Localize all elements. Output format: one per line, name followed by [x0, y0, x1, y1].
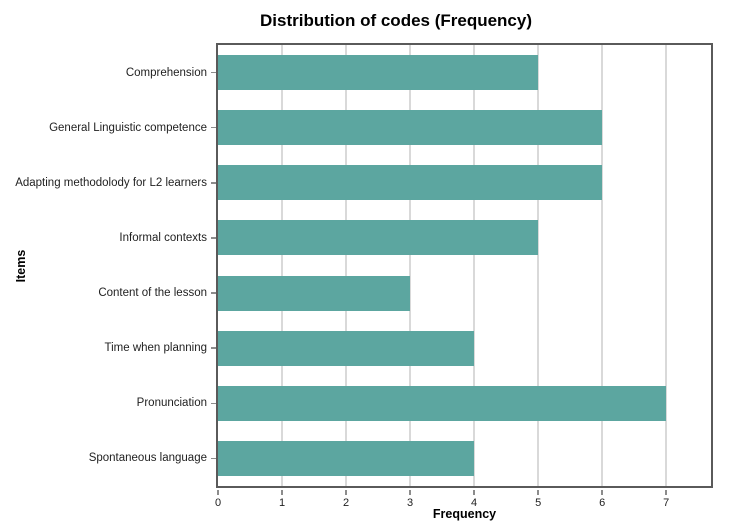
category-label: Adapting methodolody for L2 learners — [15, 176, 207, 189]
category-label: Informal contexts — [119, 231, 207, 244]
gridline — [601, 45, 603, 486]
y-tick-mark — [211, 292, 216, 294]
gridline — [665, 45, 667, 486]
category-row: Comprehension — [0, 45, 216, 100]
category-label: Time when planning — [104, 342, 208, 355]
bar — [218, 55, 539, 91]
category-label: Spontaneous language — [88, 452, 207, 465]
category-label: Comprehension — [125, 66, 207, 79]
bar — [218, 330, 475, 366]
x-tick-label: 5 — [535, 497, 542, 509]
x-tick-mark — [409, 490, 411, 495]
y-tick-mark — [211, 126, 216, 129]
x-axis-title: Frequency — [432, 507, 497, 521]
category-label: Pronunciation — [136, 397, 207, 410]
y-axis-labels: Comprehension General Linguistic competen… — [0, 45, 216, 486]
x-tick-mark — [601, 490, 603, 495]
y-tick-mark — [211, 71, 216, 74]
x-tick-label: 7 — [663, 497, 670, 509]
bar — [218, 110, 603, 146]
x-tick-label: 3 — [407, 497, 414, 509]
category-row: Content of the lesson — [0, 266, 216, 321]
category-row: Time when planning — [0, 321, 216, 376]
x-tick-label: 0 — [214, 497, 222, 509]
category-label: Content of the lesson — [98, 287, 207, 300]
gridline — [473, 45, 475, 486]
category-row: Pronunciation — [0, 376, 216, 431]
x-tick-mark — [217, 490, 219, 495]
category-row: General Linguistic competence — [0, 100, 216, 155]
chart-title: Distribution of codes (Frequency) — [259, 11, 533, 30]
gridline — [281, 45, 283, 486]
x-tick-label: 6 — [599, 497, 606, 509]
y-tick-mark — [211, 237, 216, 239]
bar — [218, 165, 603, 201]
gridline — [345, 45, 347, 486]
gridline — [537, 45, 539, 486]
y-tick-mark — [211, 347, 216, 349]
plot-area — [216, 43, 713, 488]
y-tick-mark — [211, 182, 216, 184]
bar — [218, 275, 411, 311]
x-tick-mark — [281, 490, 283, 495]
category-row: Spontaneous language — [0, 431, 216, 486]
x-tick-label: 4 — [471, 497, 478, 509]
category-label: General Linguistic competence — [49, 121, 207, 134]
x-tick-mark — [537, 490, 539, 495]
gridline — [409, 45, 411, 486]
y-tick-mark — [211, 457, 216, 460]
bar — [218, 440, 475, 476]
x-axis-ticks: 0 1 2 3 4 5 6 7 — [215, 490, 713, 528]
category-row: Adapting methodolody for L2 learners — [0, 155, 216, 210]
x-tick-mark — [473, 490, 475, 495]
x-tick-mark — [345, 490, 347, 495]
x-tick-mark — [665, 490, 667, 495]
x-tick-label: 2 — [342, 497, 350, 509]
bar — [218, 385, 667, 421]
category-row: Informal contexts — [0, 210, 216, 265]
y-tick-mark — [211, 402, 216, 405]
bar — [218, 220, 539, 256]
x-tick-label: 1 — [278, 497, 286, 509]
